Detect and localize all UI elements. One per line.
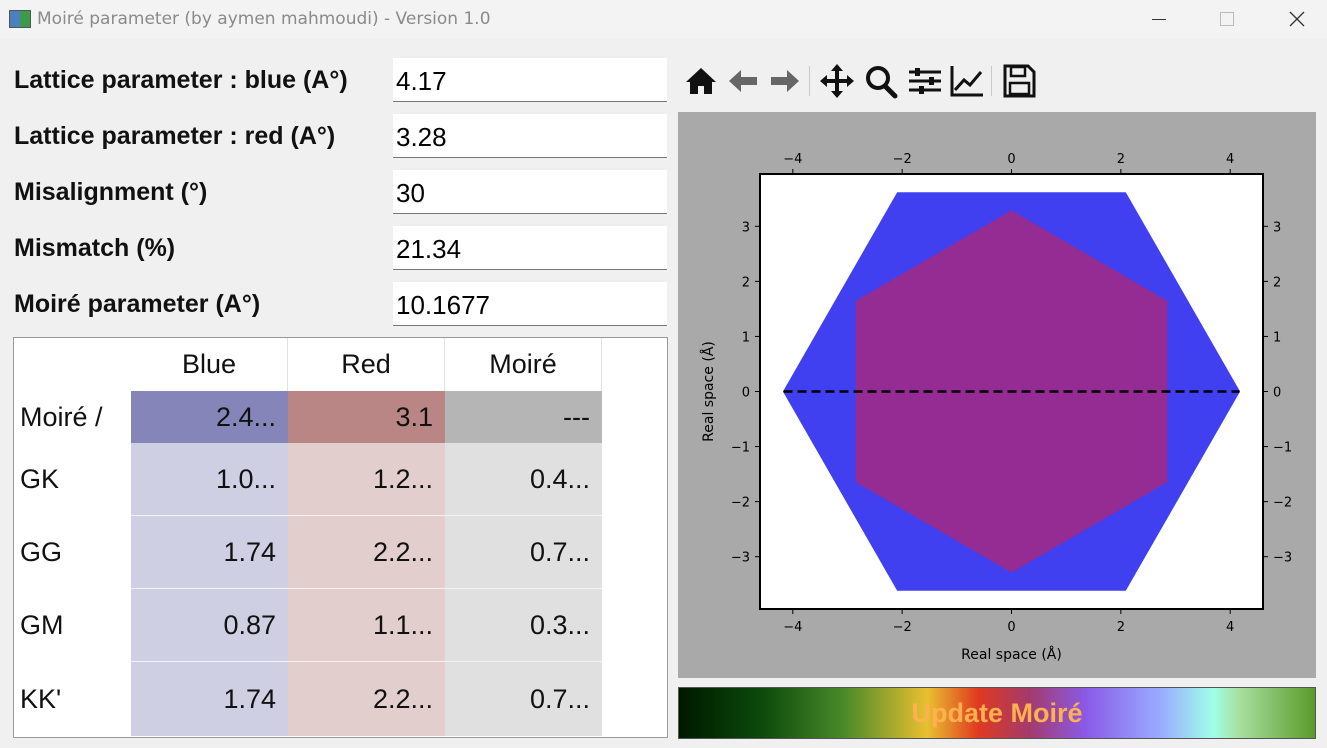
plot-canvas[interactable]: −4 −4 −2 −2 0 0 2 2 4 4 −3 −3 −2 −2 −1 −1 0 0 1 1 2 2 3 3 Real s…: [678, 112, 1316, 678]
moire-parameter-label: Moiré parameter (A°): [14, 290, 261, 318]
y-tick-label-right: −2: [1273, 496, 1292, 511]
x-tick-label-top: 4: [1226, 152, 1234, 167]
app-icon: [9, 10, 31, 28]
y-tick-label: −1: [731, 441, 750, 456]
title-bar: Moiré parameter (by aymen mahmoudi) - Ve…: [0, 0, 1327, 38]
y-tick-label-right: −1: [1273, 441, 1292, 456]
row-header-gg[interactable]: GG: [20, 537, 63, 567]
toolbar-separator: [809, 66, 810, 96]
misalignment-input[interactable]: [393, 170, 667, 214]
table-cell[interactable]: 0.7...: [445, 516, 602, 589]
y-tick-label-right: 2: [1273, 275, 1281, 290]
zoom-button[interactable]: [863, 62, 899, 100]
table-cell[interactable]: 2.2...: [288, 662, 445, 736]
moire-parameter-input[interactable]: [393, 282, 667, 326]
x-tick-label: 0: [1007, 620, 1015, 635]
table-cell[interactable]: 1.0...: [131, 443, 288, 516]
y-tick-label: 1: [742, 330, 750, 345]
x-tick-label-top: 2: [1117, 152, 1125, 167]
zoom-icon: [866, 66, 898, 99]
x-tick-label-top: 0: [1007, 152, 1015, 167]
y-tick-label-right: 3: [1273, 220, 1281, 235]
save-icon: [1003, 64, 1036, 98]
minimize-button[interactable]: [1136, 0, 1182, 38]
row-header-moire[interactable]: Moiré /: [20, 401, 103, 432]
forward-button[interactable]: [767, 62, 803, 100]
table-cell[interactable]: 0.7...: [445, 662, 602, 736]
table-cell[interactable]: 1.2...: [288, 443, 445, 516]
y-tick-label-right: −3: [1273, 551, 1292, 566]
update-moire-button[interactable]: Update Moiré: [678, 687, 1316, 739]
back-icon: [729, 70, 757, 92]
pan-button[interactable]: [819, 62, 855, 100]
x-tick-label-top: −2: [893, 152, 912, 167]
table-cell[interactable]: 1.74: [131, 516, 288, 589]
customize-icon: [950, 66, 983, 97]
customize-button[interactable]: [949, 62, 985, 100]
column-header-red[interactable]: Red: [288, 338, 445, 391]
close-button[interactable]: [1274, 0, 1320, 38]
y-tick-label: 0: [742, 386, 750, 401]
pan-icon: [820, 64, 854, 98]
column-header-blue[interactable]: Blue: [131, 338, 288, 391]
moire-plot[interactable]: −4 −4 −2 −2 0 0 2 2 4 4 −3 −3 −2 −2 −1 −1 0 0 1 1 2 2 3 3 Real s…: [678, 112, 1316, 678]
back-button[interactable]: [725, 62, 761, 100]
column-header-moire[interactable]: Moiré: [445, 338, 602, 391]
row-header-gk[interactable]: GK: [20, 464, 60, 494]
table-cell[interactable]: 3.1: [288, 391, 445, 443]
x-tick-label-top: −4: [783, 152, 802, 167]
table-cell[interactable]: 0.4...: [445, 443, 602, 516]
subplots-button[interactable]: [907, 62, 943, 100]
x-tick-label: 4: [1226, 620, 1234, 635]
table-cell[interactable]: 2.4...: [131, 391, 288, 443]
table-cell[interactable]: ---: [445, 391, 602, 443]
y-tick-label-right: 1: [1273, 330, 1281, 345]
home-button[interactable]: [683, 62, 719, 100]
mismatch-label: Mismatch (%): [14, 234, 176, 262]
table-cell[interactable]: 0.87: [131, 589, 288, 662]
y-tick-label: 3: [742, 220, 750, 235]
y-axis-label: Real space (Å): [700, 341, 717, 442]
subplots-icon: [909, 68, 941, 94]
y-tick-label: −3: [731, 551, 750, 566]
lattice-blue-label: Lattice parameter : blue (A°): [14, 66, 348, 94]
x-tick-label: −2: [893, 620, 912, 635]
misalignment-label: Misalignment (°): [14, 178, 208, 206]
table-cell[interactable]: 1.74: [131, 662, 288, 736]
x-tick-label: −4: [783, 620, 802, 635]
results-table[interactable]: Blue Red Moiré Moiré / 2.4... 3.1 --- GK…: [13, 337, 668, 738]
y-tick-label: −2: [731, 496, 750, 511]
lattice-red-label: Lattice parameter : red (A°): [14, 122, 336, 150]
mismatch-input[interactable]: [393, 226, 667, 270]
home-icon: [686, 68, 716, 94]
row-header-kk[interactable]: KK': [20, 683, 62, 714]
y-tick-label-right: 0: [1273, 386, 1281, 401]
x-axis-label: Real space (Å): [961, 646, 1062, 663]
lattice-red-input[interactable]: [393, 114, 667, 158]
maximize-button[interactable]: [1204, 0, 1250, 38]
toolbar-separator: [991, 66, 992, 96]
close-icon: [1289, 11, 1305, 27]
row-header-gm[interactable]: GM: [20, 610, 64, 640]
window-title: Moiré parameter (by aymen mahmoudi) - Ve…: [37, 9, 491, 29]
y-tick-label: 2: [742, 275, 750, 290]
forward-icon: [771, 70, 799, 92]
lattice-blue-input[interactable]: [393, 58, 667, 102]
save-button[interactable]: [1001, 62, 1037, 100]
table-cell[interactable]: 1.1...: [288, 589, 445, 662]
table-cell[interactable]: 0.3...: [445, 589, 602, 662]
table-cell[interactable]: 2.2...: [288, 516, 445, 589]
x-tick-label: 2: [1117, 620, 1125, 635]
